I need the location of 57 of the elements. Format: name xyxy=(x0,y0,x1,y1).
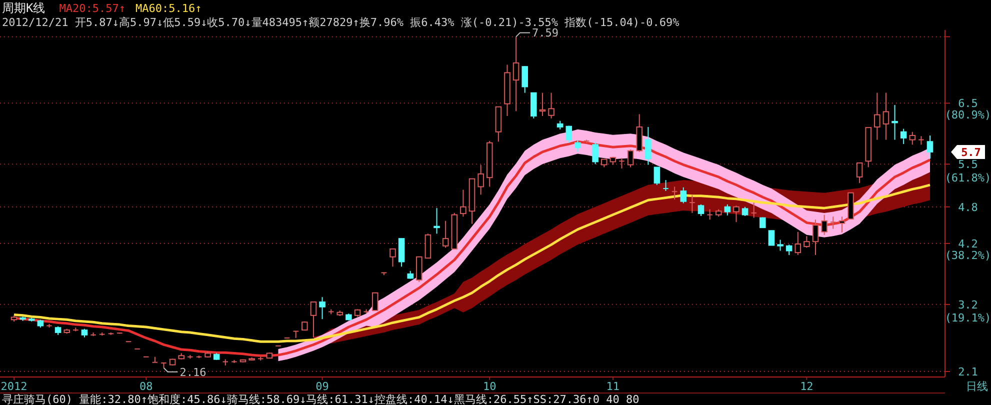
candlestick xyxy=(495,106,502,142)
annotation: 日线 xyxy=(966,380,988,393)
candlestick xyxy=(618,158,625,169)
y2tick-label: (19.1%) xyxy=(944,312,991,325)
y2tick-label: (38.2%) xyxy=(944,248,991,262)
candlestick xyxy=(812,219,819,256)
candlestick xyxy=(750,202,757,218)
candlestick xyxy=(689,194,696,214)
annotation: 2.16 xyxy=(163,366,206,379)
y2tick-label: (80.9%) xyxy=(944,108,991,122)
candlestick xyxy=(372,292,378,312)
candlestick xyxy=(468,178,476,224)
candlestick xyxy=(539,92,546,116)
candlestick xyxy=(830,216,836,230)
candlestick xyxy=(319,296,326,320)
candlestick xyxy=(865,127,872,168)
candlestick xyxy=(671,186,678,200)
ytick-label: 2.1 xyxy=(958,366,978,378)
xtick-label: 09 xyxy=(316,380,329,393)
candlestick xyxy=(310,301,317,338)
annotation: 7.59 xyxy=(516,26,559,40)
candlestick xyxy=(152,356,158,363)
subtitle: 2012/12/21 开5.87↓高5.97↓低5.59↓收5.70↓量483495↑额27829↑换7.96% 振6.43% 涨(-0.21)-3.55% 指数(-15.04)-0.69% xyxy=(2,16,680,29)
xtick-label: 08 xyxy=(140,380,153,393)
ytick-label: 4.8 xyxy=(958,200,978,214)
candlestick xyxy=(838,216,846,233)
candlestick xyxy=(645,126,652,166)
ytick-label: 3.2 xyxy=(958,298,978,312)
candlestick xyxy=(768,230,775,246)
candlestick xyxy=(874,92,880,140)
annotation: 寻庄骑马(60) 量能:32.80↑饱和度:45.86↓骑马线:58.69↓马线:61.31↓控盘线:40.14↓黑马线:26.55↑SS:27.36↑0 40 80 xyxy=(2,393,640,405)
candlestick xyxy=(390,248,396,268)
annotation: 2.16 xyxy=(180,366,206,379)
candlestick xyxy=(512,36,520,112)
xtick-label: 12 xyxy=(800,380,814,393)
ytick-label: 4.2 xyxy=(958,237,978,250)
candlestick xyxy=(478,164,484,196)
candlestick xyxy=(662,180,669,192)
candlestick xyxy=(160,362,167,368)
title: 周期K线 xyxy=(2,1,46,15)
xtick-label: 2012 xyxy=(0,380,28,393)
candlestick xyxy=(398,238,405,268)
candlestick xyxy=(706,208,713,220)
annotation: 7.59 xyxy=(532,26,559,40)
xtick-label: 11 xyxy=(606,380,620,393)
candlestick xyxy=(848,192,854,220)
candlestick xyxy=(760,217,766,228)
candlestick xyxy=(892,104,898,140)
candlestick xyxy=(882,92,890,140)
y2tick-label: (61.8%) xyxy=(944,171,991,184)
xtick-label: 10 xyxy=(483,380,496,393)
candlestick xyxy=(434,208,440,234)
legend-item: MA60:5.16↑ xyxy=(135,2,202,15)
legend-item: MA20:5.57↑ xyxy=(59,2,126,15)
ytick-label: 5.5 xyxy=(958,158,978,172)
candlestick xyxy=(856,162,863,184)
ytick-label: 6.5 xyxy=(958,97,978,110)
